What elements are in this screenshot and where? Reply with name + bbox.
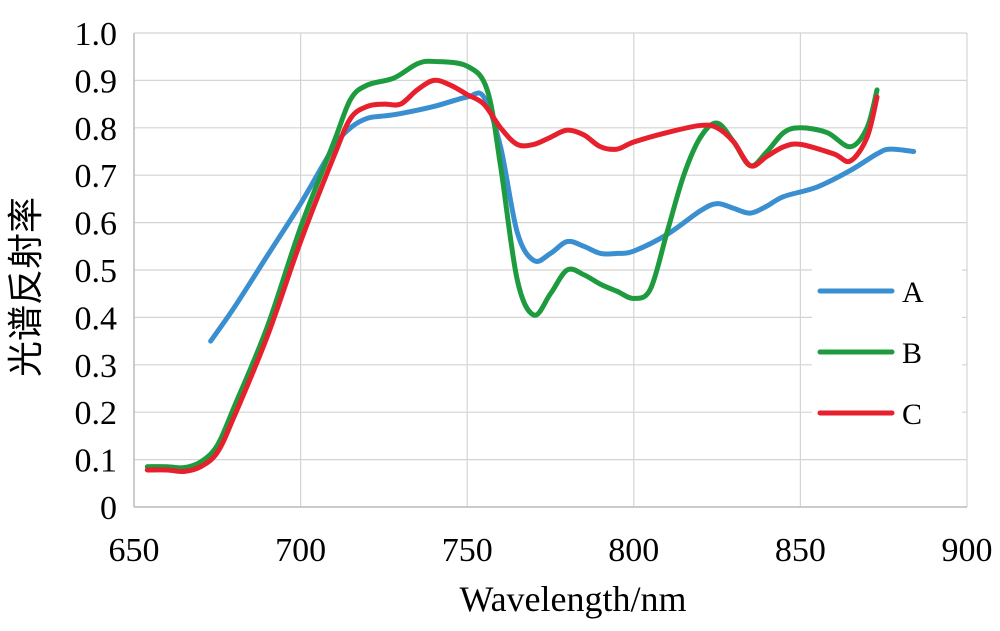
y-tick-label: 0.7: [75, 158, 118, 195]
y-tick-label: 0.5: [75, 253, 118, 290]
y-tick-label: 0.3: [75, 348, 118, 385]
x-tick-label: 650: [109, 532, 160, 569]
series-layer: [144, 58, 917, 475]
legend-box: [812, 268, 962, 446]
axis-layer: [133, 33, 967, 508]
y-tick-label: 0.8: [75, 111, 118, 148]
y-tick-label: 0.4: [75, 300, 118, 337]
series-line-b: [144, 58, 880, 471]
tick-label-layer: 650 700 750 800 850 900 0 0.1 0.2 0.3 0.4 0.5 0.6 0.7…: [75, 16, 993, 569]
y-tick-label: 1.0: [75, 16, 118, 53]
x-tick-label: 750: [442, 532, 493, 569]
legend-label-c: C: [902, 398, 922, 431]
legend-label-a: A: [902, 276, 924, 309]
y-tick-label: 0: [100, 490, 117, 527]
legend-label-b: B: [902, 337, 922, 370]
series-line-a: [208, 90, 917, 344]
x-tick-label: 800: [608, 532, 659, 569]
y-tick-label: 0.9: [75, 63, 118, 100]
x-axis-title: Wavelength/nm: [459, 579, 686, 619]
x-tick-label: 700: [275, 532, 326, 569]
y-tick-label: 0.6: [75, 206, 118, 243]
y-axis-title: 光谱反射率: [6, 197, 46, 377]
x-tick-label: 850: [775, 532, 826, 569]
y-tick-label: 0.2: [75, 395, 118, 432]
legend: ABC: [812, 268, 962, 446]
x-tick-label: 900: [942, 532, 993, 569]
y-tick-label: 0.1: [75, 443, 118, 480]
series-line-c: [144, 77, 880, 475]
